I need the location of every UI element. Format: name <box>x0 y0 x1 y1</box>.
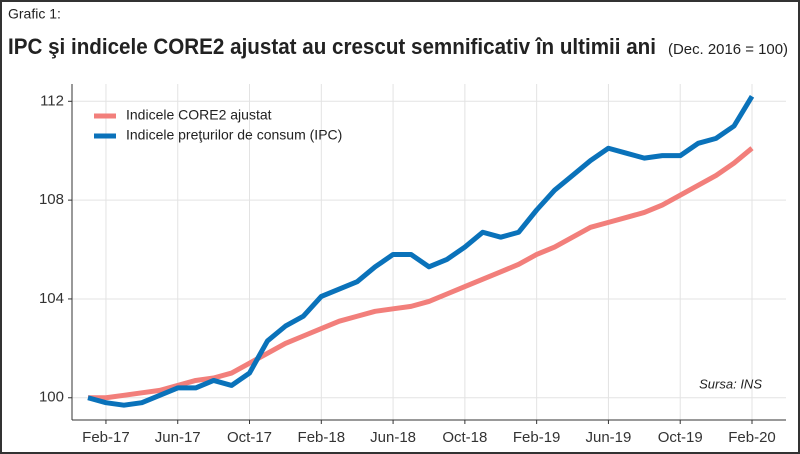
line-series <box>87 95 755 408</box>
chart-subtitle: (Dec. 2016 = 100) <box>668 41 788 58</box>
plot-area <box>72 84 786 420</box>
chart-title: IPC şi indicele CORE2 ajustat au crescut… <box>8 34 656 59</box>
chart-label: Grafic 1: <box>8 6 61 22</box>
source: Sursa: INS <box>699 376 762 391</box>
x-tick-label: Oct-19 <box>658 429 703 446</box>
y-tick-label: 112 <box>40 92 64 109</box>
line-series <box>88 146 754 401</box>
x-tick-label: Oct-17 <box>227 429 272 446</box>
x-tick-label: Feb-19 <box>513 429 561 446</box>
legend-label: Indicele CORE2 ajustat <box>126 107 272 123</box>
y-tick-label: 100 <box>39 389 64 406</box>
x-tick-label: Oct-18 <box>442 429 487 446</box>
x-tick-label: Feb-18 <box>298 429 346 446</box>
x-tick-label: Feb-20 <box>728 429 776 446</box>
x-tick-label: Jun-19 <box>585 429 631 446</box>
y-tick-label: 104 <box>39 290 64 307</box>
legend-label: Indicele preţurilor de consum (IPC) <box>126 127 342 143</box>
y-tick-label: 108 <box>39 191 64 208</box>
x-tick-label: Feb-17 <box>82 429 130 446</box>
x-tick-label: Jun-18 <box>370 429 416 446</box>
x-tick-label: Jun-17 <box>155 429 201 446</box>
